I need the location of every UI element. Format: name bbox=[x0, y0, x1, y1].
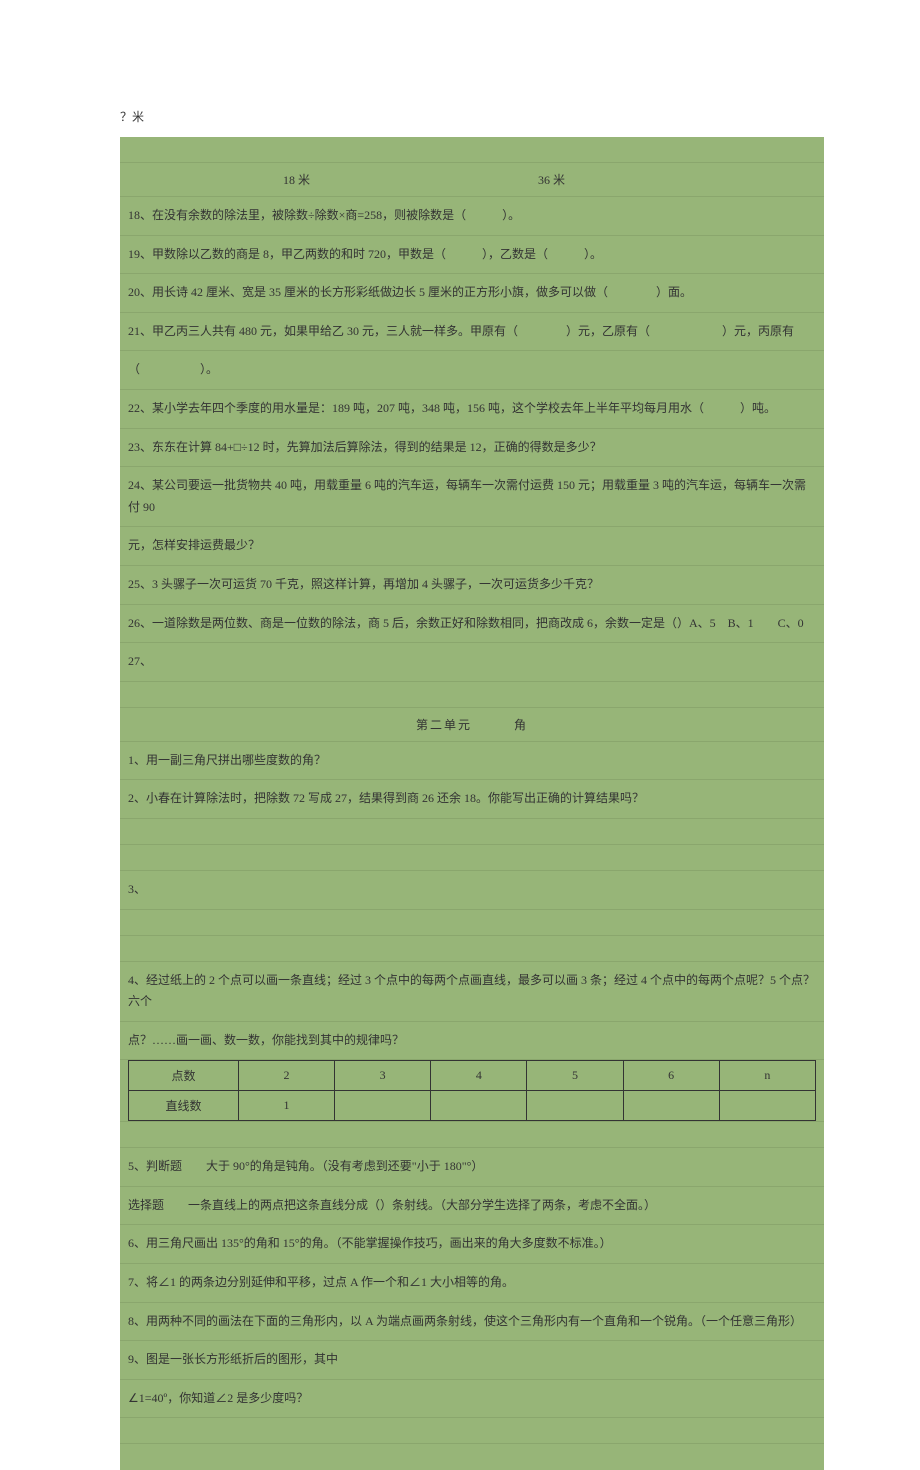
question-19: 19、甲数除以乙数的商是 8，甲乙两数的和时 720，甲数是（ ），乙数是（ ）… bbox=[120, 236, 824, 275]
cell-lines-label: 直线数 bbox=[129, 1091, 239, 1121]
blank-row bbox=[120, 845, 824, 871]
spacer bbox=[128, 171, 283, 188]
question-21-a: 21、甲乙丙三人共有 480 元，如果甲给乙 30 元，三人就一样多。甲原有（ … bbox=[120, 313, 824, 352]
blank-row bbox=[120, 1418, 824, 1444]
table-row: 直线数 1 bbox=[129, 1091, 816, 1121]
u2-question-5-b: 选择题 一条直线上的两点把这条直线分成（）条射线。（大部分学生选择了两条，考虑不… bbox=[120, 1187, 824, 1226]
question-26: 26、一道除数是两位数、商是一位数的除法，商 5 后，余数正好和除数相同，把商改… bbox=[120, 605, 824, 644]
blank-row bbox=[120, 819, 824, 845]
cell bbox=[527, 1091, 623, 1121]
cell: 2 bbox=[238, 1061, 334, 1091]
cell: 6 bbox=[623, 1061, 719, 1091]
u2-question-4-b: 点？……画一画、数一数，你能找到其中的规律吗？ bbox=[120, 1022, 824, 1061]
measure-row: 18 米 36 米 bbox=[120, 163, 824, 197]
u2-question-5-a: 5、判断题 大于 90°的角是钝角。（没有考虑到还要"小于 180"°） bbox=[120, 1148, 824, 1187]
blank-row bbox=[120, 137, 824, 163]
question-20: 20、用长诗 42 厘米、宽是 35 厘米的长方形彩纸做边长 5 厘米的正方形小… bbox=[120, 274, 824, 313]
cell: 1 bbox=[238, 1091, 334, 1121]
measure-18: 18 米 bbox=[283, 171, 538, 188]
u2-question-9-a: 9、图是一张长方形纸折后的图形，其中 bbox=[120, 1341, 824, 1380]
cell bbox=[623, 1091, 719, 1121]
cell bbox=[719, 1091, 815, 1121]
question-22: 22、某小学去年四个季度的用水量是：189 吨，207 吨，348 吨，156 … bbox=[120, 390, 824, 429]
blank-row bbox=[120, 1122, 824, 1148]
cell: 5 bbox=[527, 1061, 623, 1091]
content-section: 18 米 36 米 18、在没有余数的除法里，被除数÷除数×商=258，则被除数… bbox=[120, 137, 824, 1470]
blank-row bbox=[120, 682, 824, 708]
u2-question-9-b: ∠1=40º，你知道∠2 是多少度吗？ bbox=[120, 1380, 824, 1419]
u2-question-6: 6、用三角尺画出 135°的角和 15°的角。（不能掌握操作技巧，画出来的角大多… bbox=[120, 1225, 824, 1264]
question-25: 25、3 头骡子一次可运货 70 千克，照这样计算，再增加 4 头骡子，一次可运… bbox=[120, 566, 824, 605]
u2-question-1: 1、用一副三角尺拼出哪些度数的角？ bbox=[120, 742, 824, 781]
blank-row bbox=[120, 1444, 824, 1470]
question-24-b: 元，怎样安排运费最少？ bbox=[120, 527, 824, 566]
u2-question-2: 2、小春在计算除法时，把除数 72 写成 27，结果得到商 26 还余 18。你… bbox=[120, 780, 824, 819]
u2-question-8: 8、用两种不同的画法在下面的三角形内，以 A 为端点画两条射线，使这个三角形内有… bbox=[120, 1303, 824, 1342]
u2-question-3: 3、 bbox=[120, 871, 824, 910]
measure-36: 36 米 bbox=[538, 171, 565, 188]
question-24-a: 24、某公司要运一批货物共 40 吨，用载重量 6 吨的汽车运，每辆车一次需付运… bbox=[120, 467, 824, 527]
question-23: 23、东东在计算 84+□÷12 时，先算加法后算除法，得到的结果是 12，正确… bbox=[120, 429, 824, 468]
unit-2-title: 第二单元 角 bbox=[120, 708, 824, 742]
cell: 4 bbox=[431, 1061, 527, 1091]
question-18: 18、在没有余数的除法里，被除数÷除数×商=258，则被除数是（ ）。 bbox=[120, 197, 824, 236]
u2-question-7: 7、将∠1 的两条边分别延伸和平移，过点 A 作一个和∠1 大小相等的角。 bbox=[120, 1264, 824, 1303]
table-row: 点数 2 3 4 5 6 n bbox=[129, 1061, 816, 1091]
points-table: 点数 2 3 4 5 6 n 直线数 1 bbox=[128, 1060, 816, 1121]
cell-points-label: 点数 bbox=[129, 1061, 239, 1091]
blank-row bbox=[120, 910, 824, 936]
points-table-wrap: 点数 2 3 4 5 6 n 直线数 1 bbox=[120, 1060, 824, 1122]
blank-row bbox=[120, 936, 824, 962]
cell: n bbox=[719, 1061, 815, 1091]
question-21-b: （ ）。 bbox=[120, 351, 824, 390]
u2-question-4-a: 4、经过纸上的 2 个点可以画一条直线；经过 3 个点中的每两个点画直线，最多可… bbox=[120, 962, 824, 1022]
question-27: 27、 bbox=[120, 643, 824, 682]
cell bbox=[431, 1091, 527, 1121]
cell: 3 bbox=[335, 1061, 431, 1091]
cell bbox=[335, 1091, 431, 1121]
page-header-text: ？米 bbox=[0, 0, 920, 125]
